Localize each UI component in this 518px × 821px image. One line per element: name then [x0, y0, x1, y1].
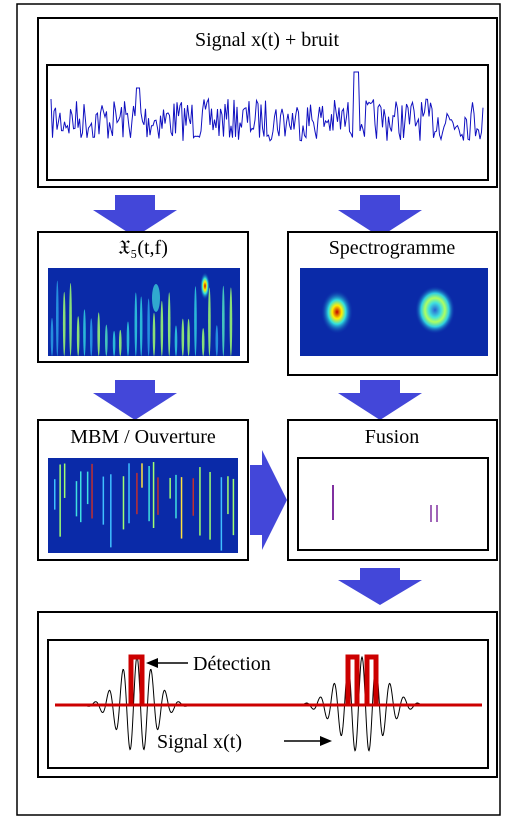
- texture: [56, 281, 59, 356]
- texture: [135, 293, 138, 356]
- arrow-down: [338, 380, 422, 420]
- texture: [147, 298, 150, 356]
- texture: [128, 463, 130, 523]
- arrow-down: [338, 568, 422, 605]
- texture: [199, 467, 201, 535]
- texture: [110, 474, 112, 547]
- texture: [54, 479, 56, 509]
- texture: [80, 471, 82, 522]
- arrow-down: [93, 195, 177, 237]
- arrow-down: [338, 195, 422, 237]
- texture: [103, 477, 105, 525]
- texture: [76, 481, 78, 516]
- texture: [63, 292, 66, 356]
- texture: [105, 325, 108, 356]
- texture: [182, 319, 185, 356]
- fusion-title: Fusion: [365, 426, 419, 448]
- arrow-right: [250, 450, 287, 550]
- texture: [90, 318, 93, 356]
- texture: [51, 318, 54, 356]
- texture: [187, 319, 190, 356]
- texture: [169, 478, 171, 499]
- texture: [209, 472, 211, 540]
- texture: [153, 462, 155, 528]
- texture: [233, 479, 235, 535]
- texture: [157, 477, 159, 515]
- texture: [127, 321, 130, 356]
- texture: [69, 283, 72, 356]
- texture: [87, 472, 89, 504]
- texture: [153, 313, 156, 356]
- texture: [83, 309, 86, 356]
- texture: [152, 284, 160, 312]
- texture: [161, 301, 164, 356]
- texture: [230, 288, 233, 356]
- texture: [64, 464, 65, 498]
- texture: [227, 476, 229, 514]
- texture: [194, 286, 197, 356]
- texture: [97, 312, 100, 356]
- signal-label: Signal x(t): [157, 731, 242, 753]
- texture: [136, 473, 138, 514]
- signal-title: Signal x(t) + bruit: [195, 29, 339, 51]
- texture: [202, 328, 205, 356]
- arrow-down: [93, 380, 177, 420]
- wigner-title: 𝔛₅(t,f): [118, 237, 168, 259]
- texture: [113, 331, 116, 356]
- texture: [140, 297, 143, 356]
- mbm-title: MBM / Ouverture: [70, 426, 216, 448]
- fusion-image: [298, 458, 488, 550]
- texture: [216, 325, 219, 356]
- texture: [221, 477, 223, 550]
- texture: [200, 272, 210, 300]
- mbm-image: [48, 458, 238, 553]
- texture: [59, 465, 61, 537]
- texture: [208, 287, 211, 356]
- texture: [119, 330, 122, 356]
- texture: [175, 475, 177, 519]
- texture: [123, 476, 125, 529]
- wigner-image: [48, 268, 240, 356]
- texture: [168, 292, 171, 356]
- texture: [175, 325, 178, 356]
- texture: [222, 286, 225, 356]
- texture: [91, 464, 93, 519]
- texture: [77, 316, 80, 356]
- texture: [148, 466, 150, 521]
- texture: [141, 463, 143, 487]
- diagram: Signal x(t) + bruit 𝔛₅(t,f) Spectrogramm…: [0, 0, 518, 821]
- texture: [193, 478, 195, 515]
- detection-label: Détection: [193, 653, 271, 675]
- texture: [181, 477, 183, 538]
- spectrogram-title: Spectrogramme: [329, 237, 456, 259]
- spectrogram-image: [300, 268, 488, 356]
